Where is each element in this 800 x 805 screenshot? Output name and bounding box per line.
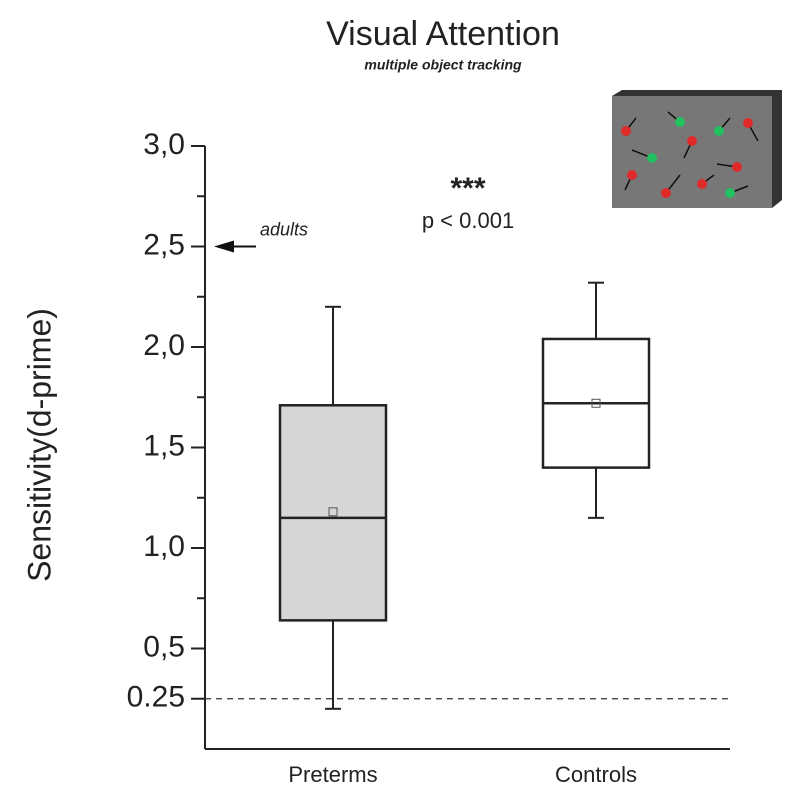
- y-tick-label: 1,0: [143, 530, 185, 563]
- y-tick-label: 0,5: [143, 630, 185, 663]
- x-tick-label: Controls: [555, 762, 637, 787]
- chart-title: Visual Attention: [326, 15, 560, 53]
- y-tick-label: 0.25: [127, 681, 185, 714]
- p-value: p < 0.001: [422, 208, 514, 233]
- adults-arrowhead: [214, 240, 234, 253]
- y-tick-label: 2,0: [143, 329, 185, 362]
- significance: ***: [450, 172, 485, 205]
- y-tick-label: 3,0: [143, 128, 185, 161]
- y-axis-label: Sensitivity(d-prime): [21, 308, 57, 582]
- mean: [591, 398, 601, 408]
- y-tick-label: 1,5: [143, 429, 185, 462]
- x-tick-label: Preterms: [288, 762, 377, 787]
- stimulus-inset: [612, 90, 782, 208]
- box: [278, 404, 388, 622]
- mean: [328, 507, 338, 517]
- adults-label: adults: [260, 219, 308, 239]
- y-tick-label: 2,5: [143, 228, 185, 261]
- chart-subtitle: multiple object tracking: [364, 57, 522, 73]
